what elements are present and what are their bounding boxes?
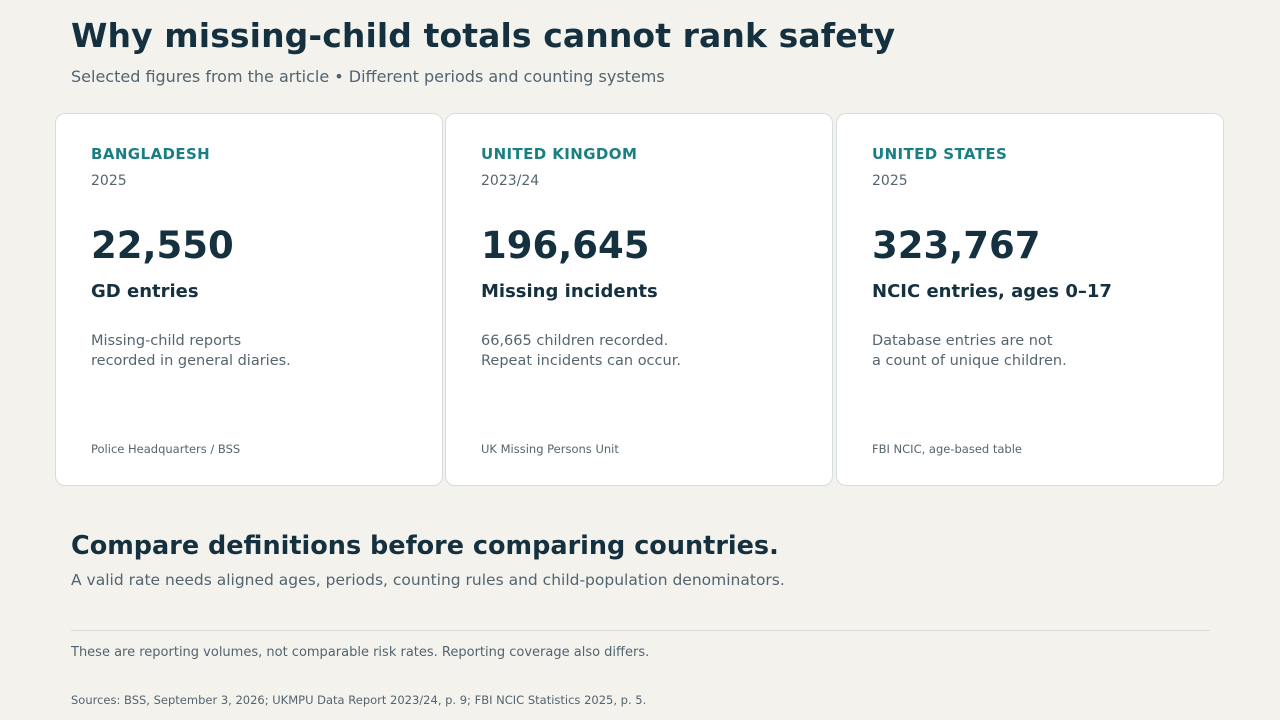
card-country: BANGLADESH (91, 145, 211, 163)
card-note-line: Database entries are not (872, 333, 1053, 349)
card-value: 196,645 (481, 224, 650, 267)
card-value: 22,550 (91, 224, 234, 267)
card-united-kingdom: UNITED KINGDOM 2023/24 196,645 Missing i… (445, 113, 833, 486)
card-country: UNITED KINGDOM (481, 145, 638, 163)
footer-note: These are reporting volumes, not compara… (71, 645, 650, 660)
card-note: Database entries are not a count of uniq… (872, 331, 1067, 371)
card-source: Police Headquarters / BSS (91, 442, 241, 456)
divider (71, 630, 1210, 631)
card-source: FBI NCIC, age-based table (872, 442, 1022, 456)
card-note: 66,665 children recorded. Repeat inciden… (481, 331, 681, 371)
card-country: UNITED STATES (872, 145, 1008, 163)
card-note-line: 66,665 children recorded. (481, 333, 669, 349)
card-metric: GD entries (91, 281, 199, 302)
card-note: Missing-child reports recorded in genera… (91, 331, 291, 371)
card-period: 2025 (872, 173, 908, 189)
comparison-title: Compare definitions before comparing cou… (71, 531, 779, 561)
card-note-line: a count of unique children. (872, 353, 1067, 369)
card-metric: Missing incidents (481, 281, 658, 302)
card-value: 323,767 (872, 224, 1041, 267)
page-title: Why missing-child totals cannot rank saf… (71, 16, 896, 55)
country-cards: BANGLADESH 2025 22,550 GD entries Missin… (55, 113, 1225, 488)
page-subtitle: Selected figures from the article • Diff… (71, 67, 665, 86)
card-metric: NCIC entries, ages 0–17 (872, 281, 1112, 302)
card-note-line: Missing-child reports (91, 333, 242, 349)
card-source: UK Missing Persons Unit (481, 442, 619, 456)
card-note-line: Repeat incidents can occur. (481, 353, 681, 369)
sources-line: Sources: BSS, September 3, 2026; UKMPU D… (71, 693, 647, 707)
card-period: 2023/24 (481, 173, 540, 189)
card-period: 2025 (91, 173, 127, 189)
card-note-line: recorded in general diaries. (91, 353, 291, 369)
comparison-text: A valid rate needs aligned ages, periods… (71, 571, 785, 589)
card-bangladesh: BANGLADESH 2025 22,550 GD entries Missin… (55, 113, 443, 486)
card-united-states: UNITED STATES 2025 323,767 NCIC entries,… (836, 113, 1224, 486)
